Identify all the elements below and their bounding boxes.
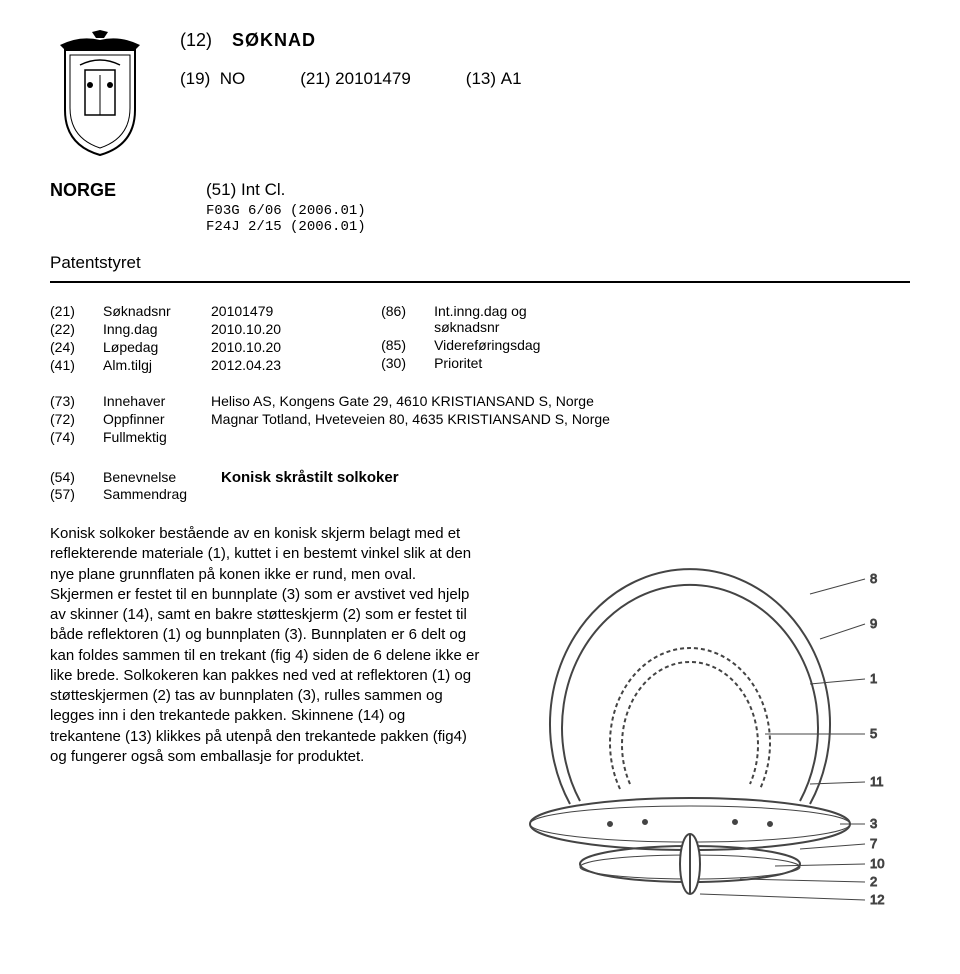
fig-label: 8 <box>870 571 877 586</box>
header-block: (12) SØKNAD (19) NO (21) 20101479 (13) A… <box>180 30 910 109</box>
invention-title: Konisk skråstilt solkoker <box>221 469 399 486</box>
fig-label: 10 <box>870 856 884 871</box>
figure: 8 9 1 5 11 3 7 10 2 12 <box>510 524 910 924</box>
biblio-row: (30) Prioritet <box>381 355 602 371</box>
parties-section: (73) Innehaver Heliso AS, Kongens Gate 2… <box>50 393 910 445</box>
biblio-row: (86) Int.inng.dag og søknadsnr <box>381 303 602 335</box>
intcl-item: F24J 2/15 (2006.01) <box>206 219 366 235</box>
country-code-group: (19) NO <box>180 69 245 89</box>
patent-office: Patentstyret <box>50 253 910 273</box>
party-row: (74) Fullmektig <box>50 429 910 445</box>
divider <box>50 281 910 283</box>
doc-type: SØKNAD <box>232 30 316 50</box>
fig-label: 1 <box>870 671 877 686</box>
fig-label: 5 <box>870 726 877 741</box>
intcl-block: (51) Int Cl. F03G 6/06 (2006.01) F24J 2/… <box>206 180 366 235</box>
abstract-and-figure: Konisk solkoker bestående av en konisk s… <box>50 524 910 924</box>
document-header: (12) SØKNAD (19) NO (21) 20101479 (13) A… <box>50 30 910 165</box>
fig-label: 7 <box>870 836 877 851</box>
abstract-label-row: (57) Sammendrag <box>50 486 910 502</box>
fig-label: 2 <box>870 874 877 889</box>
fig-label: 12 <box>870 892 884 907</box>
doc-type-code: (12) <box>180 30 212 50</box>
biblio-section: (21) Søknadsnr 20101479 (22) Inng.dag 20… <box>50 303 910 373</box>
kind-group: (13) A1 <box>466 69 522 89</box>
intcl-label: (51) Int Cl. <box>206 180 366 200</box>
biblio-row: (24) Løpedag 2010.10.20 <box>50 339 281 355</box>
title-row: (54) Benevnelse Konisk skråstilt solkoke… <box>50 469 910 486</box>
biblio-row: (22) Inng.dag 2010.10.20 <box>50 321 281 337</box>
party-row: (73) Innehaver Heliso AS, Kongens Gate 2… <box>50 393 910 409</box>
id-row: (19) NO (21) 20101479 (13) A1 <box>180 69 910 89</box>
country-row: NORGE (51) Int Cl. F03G 6/06 (2006.01) F… <box>50 180 910 235</box>
biblio-left: (21) Søknadsnr 20101479 (22) Inng.dag 20… <box>50 303 281 373</box>
country-name: NORGE <box>50 180 116 201</box>
coat-of-arms <box>50 30 150 165</box>
biblio-row: (41) Alm.tilgj 2012.04.23 <box>50 357 281 373</box>
intcl-list: F03G 6/06 (2006.01) F24J 2/15 (2006.01) <box>206 203 366 235</box>
biblio-row: (21) Søknadsnr 20101479 <box>50 303 281 319</box>
intcl-item: F03G 6/06 (2006.01) <box>206 203 366 219</box>
biblio-right: (86) Int.inng.dag og søknadsnr (85) Vide… <box>381 303 602 373</box>
app-num-group: (21) 20101479 <box>300 69 411 89</box>
fig-label: 11 <box>870 774 884 789</box>
doc-type-row: (12) SØKNAD <box>180 30 910 51</box>
party-row: (72) Oppfinner Magnar Totland, Hveteveie… <box>50 411 910 427</box>
title-block: (54) Benevnelse Konisk skråstilt solkoke… <box>50 469 910 502</box>
abstract-text: Konisk solkoker bestående av en konisk s… <box>50 524 480 767</box>
biblio-row: (85) Videreføringsdag <box>381 337 602 353</box>
fig-label: 9 <box>870 616 877 631</box>
fig-label: 3 <box>870 816 877 831</box>
